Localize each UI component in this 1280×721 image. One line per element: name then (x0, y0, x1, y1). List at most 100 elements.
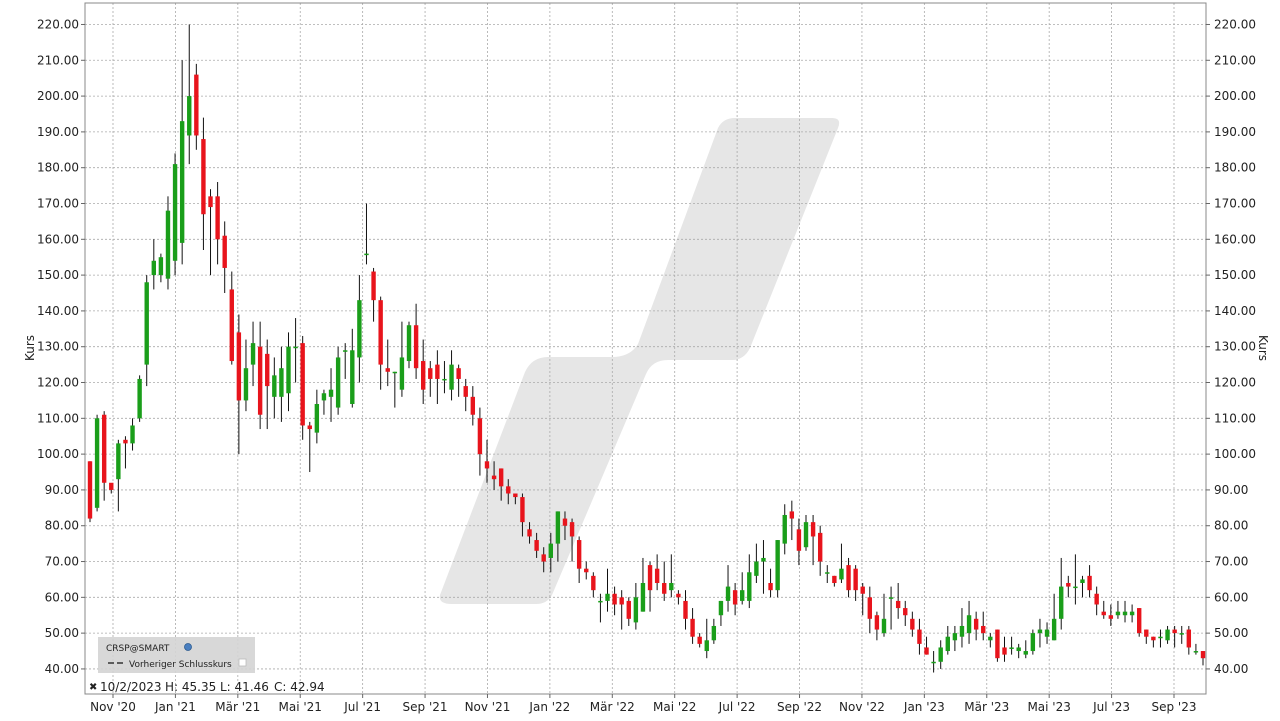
x-tick-label: Mär '21 (215, 700, 260, 714)
candle-down (789, 511, 795, 519)
y-tick-label-left: 200.00 (37, 89, 79, 103)
y-tick-label-left: 40.00 (45, 662, 79, 676)
candle-up (740, 590, 745, 601)
candle-up (725, 586, 731, 601)
candle-up (711, 625, 717, 641)
x-tick-label: Mai '21 (279, 700, 322, 714)
legend-checkbox[interactable] (238, 658, 247, 667)
candle-down (973, 618, 979, 630)
candle-down (619, 597, 624, 605)
candle-down (910, 618, 915, 630)
candle-down (1144, 629, 1149, 637)
globe-icon[interactable] (184, 643, 192, 651)
candle-down (1087, 575, 1092, 591)
candle-up (669, 583, 674, 591)
candle-up (137, 378, 142, 419)
candle-up (158, 257, 164, 276)
candle-series (87, 24, 1206, 673)
candle-up (343, 350, 348, 352)
y-tick-label-left: 140.00 (37, 304, 79, 318)
y-tick-label-right: 210.00 (1214, 53, 1256, 67)
candle-up (966, 615, 972, 634)
legend-background (98, 637, 255, 673)
candle-down (860, 586, 865, 594)
candle-down (1186, 629, 1192, 648)
x-tick-label: Sep '23 (1152, 700, 1197, 714)
candle-down (470, 396, 476, 415)
plot-frame (84, 2, 1207, 695)
info-high: H: 45.35 (165, 680, 216, 694)
candle-up (1044, 629, 1050, 637)
y-axis-right: 220.00 210.00 200.00 190.00 180.00 170.00 160.… (1206, 17, 1256, 676)
candle-down (903, 608, 908, 616)
y-tick-label-right: 160.00 (1214, 232, 1256, 246)
candle-up (747, 572, 752, 601)
candle-up (945, 636, 950, 652)
candle-down (385, 368, 390, 372)
candle-down (257, 346, 263, 415)
candle-down (484, 461, 490, 469)
y-tick-label-right: 130.00 (1214, 340, 1256, 354)
candle-up (1059, 586, 1064, 619)
candle-down (817, 532, 823, 562)
candle-down (420, 361, 426, 390)
candle-up (952, 633, 958, 641)
info-close: C: 42.94 (274, 680, 325, 694)
candle-down (768, 583, 773, 591)
y-tick-label-left: 60.00 (45, 590, 79, 604)
candle-down (491, 475, 497, 480)
candle-up (775, 540, 780, 591)
info-date: 10/2/2023 (100, 680, 162, 694)
candle-up (272, 375, 277, 397)
candle-up (1080, 579, 1085, 584)
watermark-logo (439, 118, 840, 604)
x-tick-label: Jul '21 (343, 700, 381, 714)
candle-down (697, 636, 702, 644)
y-tick-label-left: 190.00 (37, 125, 79, 139)
candle-up (151, 260, 157, 276)
x-tick-label: Nov '22 (839, 700, 885, 714)
candle-up (803, 522, 809, 548)
candle-down (683, 600, 688, 619)
candle-down (732, 590, 738, 605)
y-tick-label-left: 70.00 (45, 555, 79, 569)
candle-down (101, 414, 107, 483)
candle-up (1051, 618, 1057, 641)
y-tick-label-right: 70.00 (1214, 555, 1248, 569)
y-tick-label-left: 110.00 (37, 411, 79, 425)
y-tick-label-right: 60.00 (1214, 590, 1248, 604)
candle-down (647, 565, 653, 591)
candle-up (449, 364, 454, 390)
x-tick-label: Mär '22 (590, 700, 635, 714)
y-tick-label-right: 90.00 (1214, 483, 1248, 497)
candle-up (350, 350, 355, 404)
candle-down (506, 486, 511, 494)
candle-up (357, 300, 362, 358)
y-tick-label-right: 170.00 (1214, 196, 1256, 210)
legend: CRSP@SMART Vorheriger Schlusskurs (98, 637, 255, 673)
y-tick-label-left: 50.00 (45, 626, 79, 640)
candle-up (931, 661, 936, 664)
y-axis-left: 220.00 210.00 200.00 190.00 180.00 170.00 160.… (37, 17, 85, 676)
candle-up (1158, 636, 1163, 639)
candle-down (87, 461, 93, 519)
candle-up (825, 572, 830, 574)
x-tick-label: Jan '22 (528, 700, 570, 714)
x-tick-label: Jul '22 (718, 700, 756, 714)
candle-up (321, 393, 327, 401)
candle-down (534, 540, 539, 551)
x-tick-label: Jul '23 (1092, 700, 1130, 714)
candle-down (513, 493, 518, 498)
candle-up (364, 253, 369, 256)
candle-down (194, 74, 199, 136)
candle-up (335, 357, 341, 408)
candle-up (1179, 633, 1184, 635)
grid-lines (85, 3, 1206, 694)
close-icon[interactable]: ✖ (89, 682, 97, 693)
y-tick-label-right: 120.00 (1214, 376, 1256, 390)
candle-down (498, 468, 504, 487)
x-tick-label: Mär '23 (964, 700, 1009, 714)
candle-down (527, 529, 532, 537)
candle-up (598, 600, 603, 603)
